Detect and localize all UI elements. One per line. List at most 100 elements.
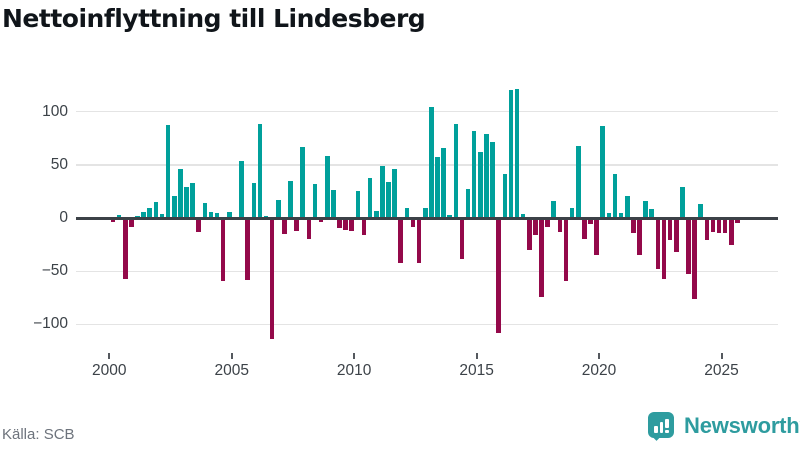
chart-bar [557, 218, 563, 232]
x-axis-tick-label: 2005 [214, 362, 249, 379]
zero-axis-line [76, 216, 778, 220]
chart-bar [282, 218, 287, 234]
chart-bar [533, 218, 538, 236]
chart-bar [386, 181, 391, 218]
chart-bar [447, 214, 452, 218]
logo-exclamation-dot-icon [665, 429, 669, 433]
chart-bar [465, 189, 471, 218]
chart-bar [588, 218, 593, 225]
x-axis-tick-label: 2020 [581, 362, 617, 379]
chart-bar [514, 89, 520, 218]
chart-bar [208, 211, 214, 218]
chart-bar [692, 218, 697, 299]
x-axis-tick [720, 353, 723, 359]
x-axis: 2000 2005 2010 2015 2020 2025 [76, 351, 778, 385]
newsworthy-logo: Newsworthy [646, 410, 800, 444]
chart-bar [569, 208, 575, 218]
chart-bar [214, 212, 220, 218]
chart-bar [600, 126, 606, 218]
chart-bar [190, 182, 195, 218]
chart-bar [618, 212, 624, 218]
chart-bar [624, 195, 630, 218]
chart-bar [637, 218, 642, 256]
plot-area [76, 85, 778, 351]
chart-bar [202, 203, 208, 218]
chart-bar [410, 218, 416, 227]
x-axis-tick [353, 353, 356, 359]
chart-bar [551, 200, 557, 218]
chart-bar [349, 218, 355, 231]
chart-bar [680, 187, 685, 218]
chart-bar [331, 190, 336, 218]
x-axis-tick [475, 353, 478, 359]
chart-bar [318, 218, 324, 223]
x-axis-tick-label: 2000 [92, 362, 127, 379]
y-axis-tick-label: −100 [33, 315, 68, 333]
y-axis: 100 50 0 −50 −100 [0, 85, 68, 351]
chart-bar [631, 218, 636, 233]
chart-bar [710, 218, 716, 232]
chart-bar [312, 183, 318, 218]
chart-bar [171, 195, 177, 218]
chart-bar [141, 211, 146, 218]
chart-bar [220, 218, 226, 281]
chart-bar [484, 133, 489, 218]
gridline [76, 323, 778, 326]
source-label: Källa: SCB [2, 426, 75, 443]
chart-bar [453, 124, 459, 218]
chart-bar [649, 209, 655, 218]
gridline [76, 270, 778, 272]
chart-bar [196, 218, 201, 232]
chart-bar [153, 202, 159, 218]
chart-bar [661, 218, 667, 279]
x-axis-tick [230, 353, 233, 359]
chart-bar [337, 218, 342, 228]
page-title: Nettoinflyttning till Lindesberg [2, 4, 426, 33]
chart-bar [306, 218, 312, 240]
chart-bar [490, 142, 495, 218]
chart-bar [478, 152, 483, 218]
chart-bar [110, 218, 116, 223]
chart-bar [582, 218, 587, 240]
chart-bar [373, 210, 379, 218]
logo-text: Newsworthy [684, 413, 800, 438]
y-axis-tick-label: 50 [50, 155, 68, 173]
chart-bar [300, 146, 306, 218]
chart-bar [520, 213, 526, 218]
chart-bar [324, 156, 330, 218]
chart-bar [184, 187, 189, 218]
chart-bar [729, 218, 734, 245]
chart-bar [245, 218, 250, 280]
chart-bar [251, 182, 257, 218]
chart-bar [398, 218, 404, 263]
chart-bar [643, 200, 648, 218]
x-axis-tick-label: 2015 [459, 362, 494, 379]
chart-bar [416, 218, 422, 263]
x-axis-tick [108, 353, 111, 359]
chart-bar [545, 218, 550, 227]
chart-bar [698, 204, 703, 218]
chart-bar [704, 218, 710, 241]
y-axis-tick-label: 0 [59, 209, 68, 226]
chart-bar [502, 174, 508, 218]
x-axis-tick-label: 2010 [336, 362, 372, 379]
chart-bar [735, 218, 740, 224]
chart-bar [526, 218, 532, 250]
chart-bar [655, 218, 661, 270]
chart-bar [716, 218, 722, 233]
chart-bar [129, 218, 134, 227]
chart-bar [612, 174, 618, 218]
chart-bar [539, 218, 544, 297]
chart-bar [361, 218, 367, 236]
chart-bar [227, 211, 232, 218]
logo-exclamation-icon [665, 419, 669, 428]
logo-bar-icon [654, 426, 658, 433]
chart-bar [367, 177, 373, 218]
chart-bar [288, 180, 293, 218]
chart-bar [380, 165, 385, 218]
chart-bar [686, 218, 691, 275]
chart-bar [422, 208, 428, 218]
chart-bar [667, 218, 673, 241]
chart-bar [116, 214, 122, 218]
chart-bar [563, 218, 569, 281]
